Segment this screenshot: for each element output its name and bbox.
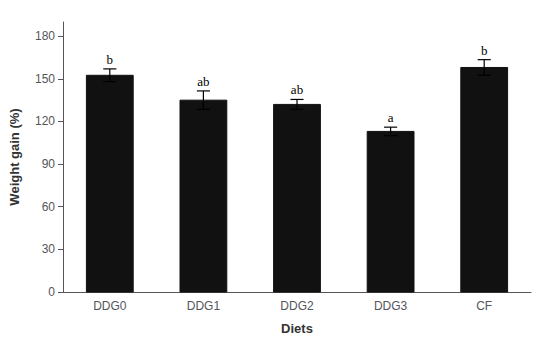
svg-text:30: 30 <box>42 242 56 256</box>
svg-text:DDG3: DDG3 <box>374 299 408 313</box>
svg-text:180: 180 <box>35 29 55 43</box>
svg-text:DDG2: DDG2 <box>280 299 314 313</box>
svg-text:0: 0 <box>48 285 55 299</box>
svg-text:b: b <box>107 52 114 67</box>
svg-text:Diets: Diets <box>281 321 313 336</box>
svg-text:DDG1: DDG1 <box>187 299 221 313</box>
svg-text:Weight gain (%): Weight gain (%) <box>7 108 22 205</box>
svg-text:CF: CF <box>476 299 492 313</box>
svg-text:60: 60 <box>42 200 56 214</box>
svg-text:b: b <box>481 43 488 58</box>
svg-text:ab: ab <box>197 74 209 89</box>
svg-text:120: 120 <box>35 114 55 128</box>
svg-text:a: a <box>388 110 394 125</box>
svg-text:DDG0: DDG0 <box>93 299 127 313</box>
svg-text:150: 150 <box>35 72 55 86</box>
svg-text:90: 90 <box>42 157 56 171</box>
svg-text:ab: ab <box>291 82 303 97</box>
